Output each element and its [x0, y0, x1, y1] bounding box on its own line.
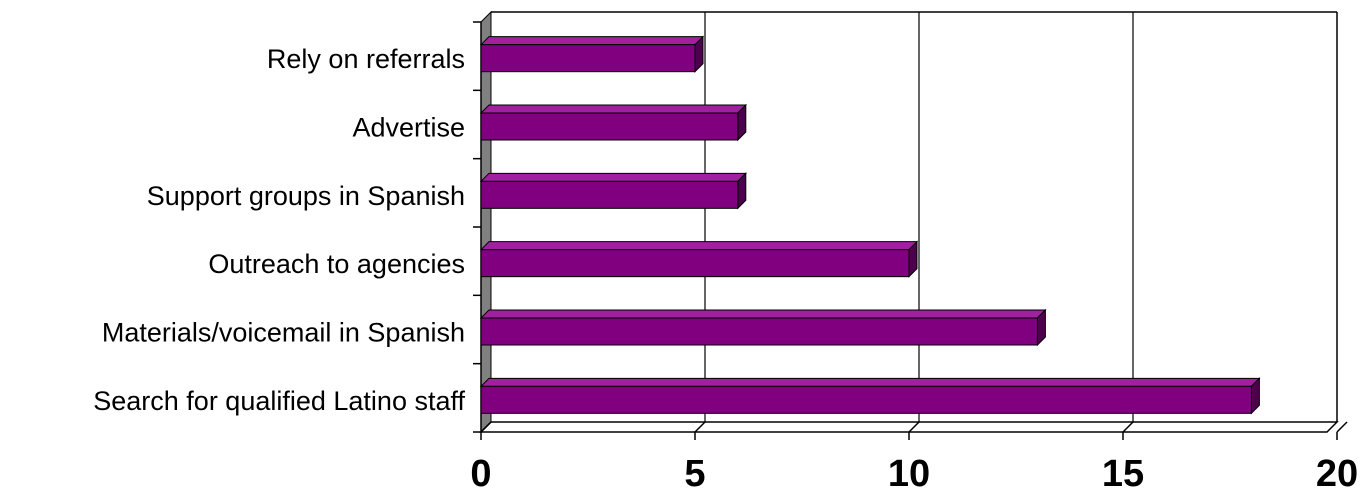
left-wall: [481, 12, 491, 432]
bar-top-face: [481, 37, 703, 45]
bar-top-face: [481, 378, 1259, 386]
bars: [481, 37, 1259, 414]
x-axis-tick-labels: 0 5 10 15 20: [470, 453, 1358, 492]
x-tick-label: 0: [470, 453, 491, 492]
x-tick-label: 20: [1316, 453, 1358, 492]
category-label: Materials/voicemail in Spanish: [102, 318, 465, 348]
chart-floor: [481, 422, 1337, 432]
category-label: Rely on referrals: [267, 44, 465, 74]
bar: [481, 250, 909, 277]
bar: [481, 181, 738, 208]
x-tick-label: 15: [1102, 453, 1144, 492]
category-label: Advertise: [352, 113, 465, 143]
chart-walls: [481, 12, 1337, 432]
category-label: Search for qualified Latino staff: [93, 386, 465, 416]
bar: [481, 318, 1037, 345]
bar-top-face: [481, 105, 746, 113]
bar-top-face: [481, 310, 1045, 318]
bar: [481, 113, 738, 140]
bar: [481, 386, 1251, 413]
category-labels: Rely on referrals Advertise Support groups…: [93, 44, 465, 416]
category-label: Support groups in Spanish: [147, 181, 465, 211]
floor-grid-line: [1337, 422, 1347, 432]
category-label: Outreach to agencies: [208, 249, 465, 279]
x-tick-label: 10: [888, 453, 930, 492]
bar: [481, 45, 695, 72]
bar-top-face: [481, 173, 746, 181]
gridlines: [473, 12, 1347, 440]
bar-top-face: [481, 242, 917, 250]
x-tick-label: 5: [684, 453, 705, 492]
